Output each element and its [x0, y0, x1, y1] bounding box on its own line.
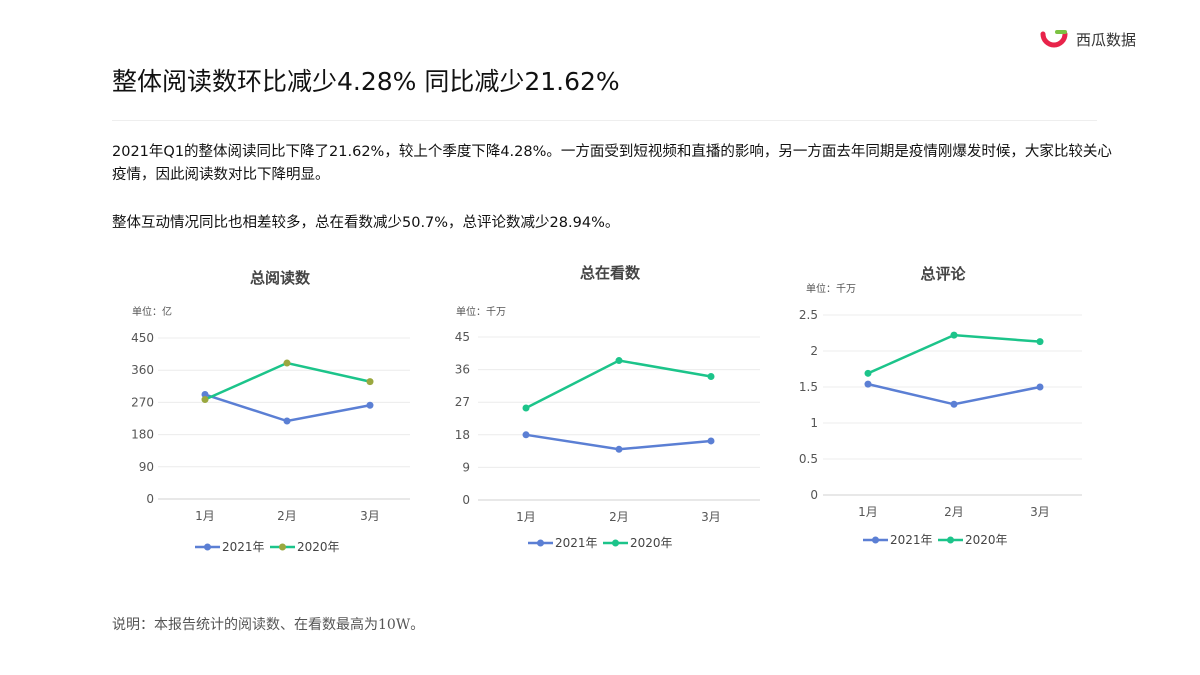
chart-title: 总在看数 [580, 264, 641, 282]
x-tick-label: 2月 [609, 510, 629, 524]
y-tick-label: 360 [131, 363, 154, 377]
data-point [201, 391, 209, 399]
data-point [283, 417, 291, 425]
series-line-2020年 [867, 333, 1041, 375]
data-point [707, 372, 715, 380]
legend-label: 2020年 [965, 533, 1008, 547]
series-line-2021年 [204, 393, 371, 423]
legend-label: 2021年 [890, 533, 933, 547]
data-point [522, 404, 530, 412]
y-tick-label: 0.5 [799, 452, 818, 466]
x-tick-label: 3月 [1030, 505, 1050, 519]
data-point [201, 396, 209, 404]
y-tick-label: 450 [131, 331, 154, 345]
data-point [283, 359, 291, 367]
footnote: 说明：本报告统计的阅读数、在看数最高为10W。 [112, 617, 425, 633]
y-tick-label: 27 [455, 395, 470, 409]
data-point [950, 331, 958, 339]
y-tick-label: 9 [462, 460, 470, 474]
y-tick-label: 90 [139, 460, 154, 474]
y-tick-label: 1.5 [799, 380, 818, 394]
y-tick-label: 2 [810, 344, 818, 358]
x-tick-label: 1月 [858, 505, 878, 519]
data-point [522, 431, 530, 439]
data-point [707, 437, 715, 445]
legend-marker [204, 543, 211, 551]
legend-label: 2020年 [297, 540, 340, 554]
data-point [864, 380, 872, 388]
data-point [950, 400, 958, 408]
brand-name: 西瓜数据 [1076, 30, 1137, 49]
series-line-2020年 [204, 361, 371, 401]
x-tick-label: 2月 [277, 509, 297, 523]
y-tick-label: 0 [146, 492, 154, 506]
data-point [1036, 383, 1044, 391]
data-point [1036, 338, 1044, 346]
y-tick-label: 45 [455, 330, 470, 344]
data-point [366, 401, 374, 409]
chart-title: 总评论 [920, 265, 966, 283]
unit-label: 单位：亿 [132, 305, 172, 318]
legend-label: 2021年 [222, 540, 265, 554]
y-tick-label: 270 [131, 395, 154, 409]
chart-title: 总阅读数 [250, 269, 311, 287]
y-tick-label: 18 [455, 428, 470, 442]
summary-paragraph: 2021年Q1的整体阅读同比下降了21.62%，较上个季度下降4.28%。一方面… [112, 144, 1112, 183]
y-tick-label: 2.5 [799, 308, 818, 322]
data-point [615, 445, 623, 453]
legend-marker [947, 536, 954, 544]
brand-logo: 西瓜数据 [1040, 28, 1136, 50]
page-title: 整体阅读数环比减少4.28% 同比减少21.62% [112, 67, 620, 96]
divider [112, 120, 1097, 121]
data-point [615, 357, 623, 365]
series-line-2020年 [525, 359, 712, 410]
y-tick-label: 0 [810, 488, 818, 502]
x-tick-label: 2月 [944, 505, 964, 519]
watermelon-logo-icon [1040, 30, 1068, 48]
data-point [864, 369, 872, 377]
y-tick-label: 36 [455, 363, 470, 377]
legend-label: 2020年 [630, 536, 673, 550]
x-tick-label: 1月 [195, 509, 215, 523]
data-point [366, 378, 374, 386]
y-tick-label: 1 [810, 416, 818, 430]
interaction-paragraph: 整体互动情况同比也相差较多，总在看数减少50.7%，总评论数减少28.94%。 [112, 215, 620, 231]
legend-marker [279, 543, 286, 551]
legend-marker [537, 539, 544, 547]
unit-label: 单位：千万 [806, 282, 856, 295]
x-tick-label: 1月 [516, 510, 536, 524]
x-tick-label: 3月 [701, 510, 721, 524]
legend-marker [872, 536, 879, 544]
y-tick-label: 180 [131, 428, 154, 442]
legend-label: 2021年 [555, 536, 598, 550]
x-tick-label: 3月 [360, 509, 380, 523]
y-tick-label: 0 [462, 493, 470, 507]
unit-label: 单位：千万 [456, 305, 506, 318]
legend-marker [612, 539, 619, 547]
